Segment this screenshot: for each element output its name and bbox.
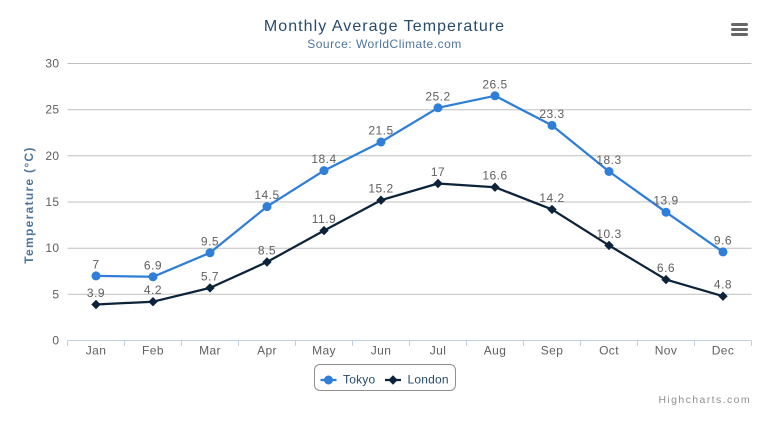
svg-text:17: 17 bbox=[431, 165, 445, 179]
svg-text:May: May bbox=[312, 344, 336, 358]
svg-text:25.2: 25.2 bbox=[425, 89, 450, 103]
svg-text:18.4: 18.4 bbox=[311, 152, 336, 166]
svg-text:Jan: Jan bbox=[86, 344, 107, 358]
svg-text:9.5: 9.5 bbox=[201, 234, 219, 248]
svg-text:30: 30 bbox=[45, 57, 59, 71]
svg-text:25: 25 bbox=[45, 103, 59, 117]
svg-text:8.5: 8.5 bbox=[258, 244, 276, 258]
svg-text:Temperature (°C): Temperature (°C) bbox=[22, 146, 36, 263]
svg-text:Jun: Jun bbox=[371, 344, 392, 358]
svg-text:3.9: 3.9 bbox=[87, 286, 105, 300]
svg-text:4.2: 4.2 bbox=[144, 283, 162, 297]
svg-text:Tokyo: Tokyo bbox=[343, 373, 375, 387]
svg-text:Mar: Mar bbox=[199, 344, 221, 358]
svg-text:Sep: Sep bbox=[541, 344, 564, 358]
svg-text:10.3: 10.3 bbox=[596, 227, 621, 241]
svg-text:Dec: Dec bbox=[712, 344, 735, 358]
svg-text:London: London bbox=[408, 373, 449, 387]
svg-text:Nov: Nov bbox=[655, 344, 678, 358]
svg-text:Oct: Oct bbox=[599, 344, 619, 358]
svg-text:Source: WorldClimate.com: Source: WorldClimate.com bbox=[307, 37, 462, 51]
svg-text:Aug: Aug bbox=[484, 344, 507, 358]
svg-text:11.9: 11.9 bbox=[312, 212, 336, 226]
svg-text:16.6: 16.6 bbox=[482, 169, 507, 183]
svg-text:20: 20 bbox=[45, 149, 59, 163]
svg-text:Jul: Jul bbox=[430, 344, 447, 358]
svg-text:10: 10 bbox=[45, 241, 59, 255]
svg-text:Feb: Feb bbox=[142, 344, 164, 358]
svg-text:15.2: 15.2 bbox=[368, 182, 393, 196]
svg-text:18.3: 18.3 bbox=[596, 153, 621, 167]
svg-text:5: 5 bbox=[52, 287, 59, 301]
svg-text:Highcharts.com: Highcharts.com bbox=[658, 394, 751, 406]
svg-text:0: 0 bbox=[52, 334, 59, 348]
svg-text:5.7: 5.7 bbox=[201, 269, 219, 283]
svg-text:6.9: 6.9 bbox=[144, 258, 162, 272]
svg-text:9.6: 9.6 bbox=[714, 233, 732, 247]
svg-text:14.2: 14.2 bbox=[539, 191, 564, 205]
svg-text:26.5: 26.5 bbox=[482, 77, 507, 91]
svg-text:4.8: 4.8 bbox=[714, 278, 732, 292]
svg-text:13.9: 13.9 bbox=[653, 194, 678, 208]
svg-text:Monthly Average Temperature: Monthly Average Temperature bbox=[264, 18, 505, 35]
svg-text:Apr: Apr bbox=[257, 344, 277, 358]
svg-text:21.5: 21.5 bbox=[368, 124, 393, 138]
svg-text:23.3: 23.3 bbox=[539, 107, 564, 121]
svg-text:14.5: 14.5 bbox=[254, 188, 279, 202]
svg-text:6.6: 6.6 bbox=[657, 261, 675, 275]
svg-text:7: 7 bbox=[92, 257, 99, 271]
svg-text:15: 15 bbox=[45, 195, 59, 209]
